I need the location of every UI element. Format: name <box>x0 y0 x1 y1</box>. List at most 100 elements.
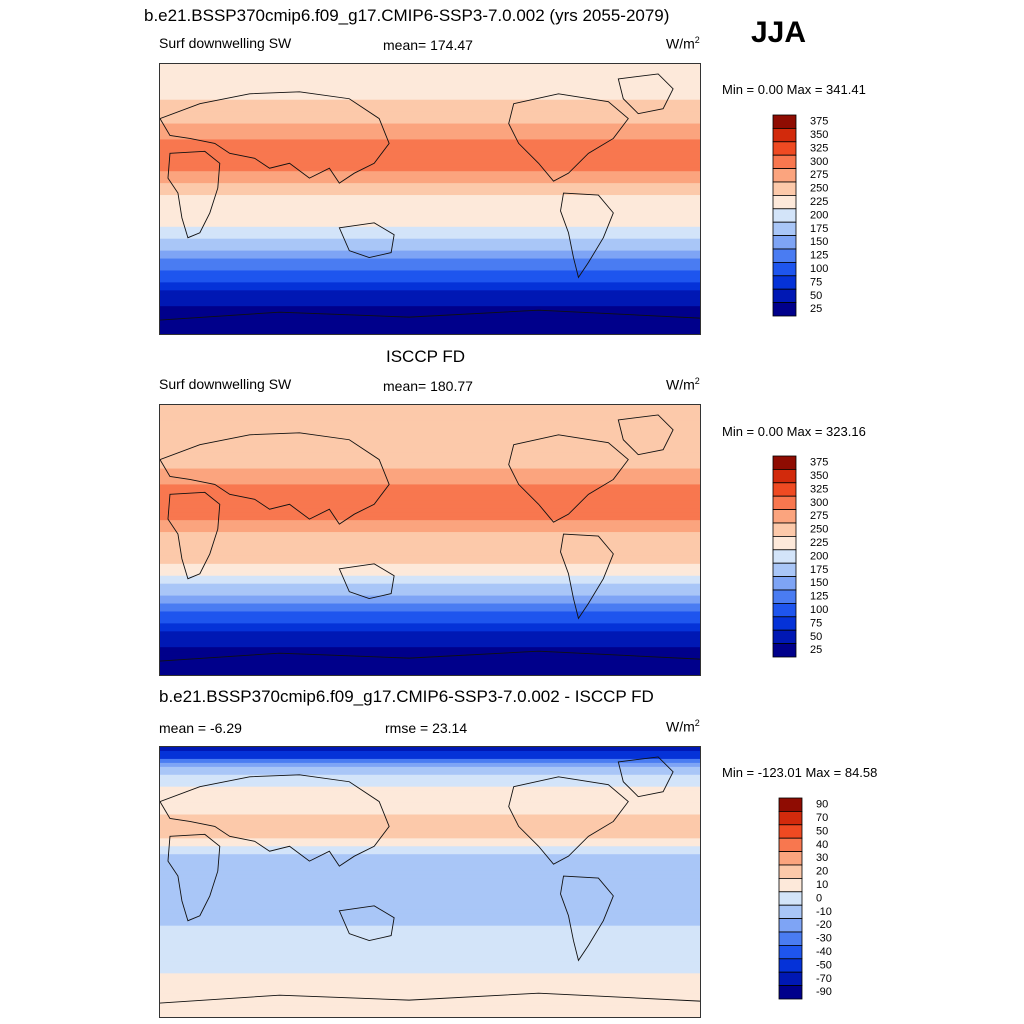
zonal-band <box>160 258 700 264</box>
zonal-band <box>160 814 700 820</box>
zonal-band <box>160 977 700 982</box>
zonal-band <box>160 440 700 446</box>
zonal-band <box>160 611 700 617</box>
zonal-band <box>160 949 700 955</box>
zonal-band <box>160 571 700 577</box>
zonal-band <box>160 822 700 828</box>
zonal-band <box>160 651 700 656</box>
colorbar-box <box>772 589 797 604</box>
zonal-band <box>160 889 700 895</box>
zonal-band <box>160 135 700 141</box>
colorbar-box <box>778 904 803 919</box>
zonal-band <box>160 234 700 240</box>
panel-1-variable-label: Surf downwelling SW <box>159 35 292 51</box>
colorbar-box <box>778 824 803 839</box>
colorbar-box <box>772 522 797 537</box>
zonal-band <box>160 619 700 624</box>
zonal-band <box>160 123 700 129</box>
zonal-band <box>160 274 700 280</box>
zonal-band <box>160 520 700 525</box>
zonal-band <box>160 874 700 879</box>
season-label: JJA <box>751 16 807 49</box>
colorbar-tick-label: 375 <box>810 457 828 469</box>
coastline <box>160 992 700 1004</box>
colorbar-box <box>772 455 797 470</box>
zonal-band <box>160 961 700 966</box>
zonal-band <box>160 460 700 466</box>
colorbar-box <box>778 944 803 960</box>
zonal-band <box>160 559 700 565</box>
coastline <box>160 650 700 662</box>
zonal-band <box>160 957 700 963</box>
colorbar-box <box>778 851 803 866</box>
zonal-band <box>160 802 700 808</box>
panel-2-variable-label: Surf downwelling SW <box>159 376 292 392</box>
zonal-band <box>160 870 700 875</box>
zonal-band <box>160 862 700 867</box>
zonal-band <box>160 508 700 513</box>
colorbar-tick-label: 225 <box>810 537 828 549</box>
colorbar-box <box>778 891 803 906</box>
coastline <box>167 833 221 922</box>
panel-2-map <box>159 404 701 676</box>
coastline <box>508 93 629 182</box>
colorbar-box <box>772 576 797 591</box>
colorbar-tick-label: -90 <box>816 986 832 998</box>
zonal-band <box>160 155 700 160</box>
zonal-band <box>160 290 700 295</box>
zonal-band <box>160 187 700 192</box>
zonal-band <box>160 878 700 883</box>
zonal-band <box>160 512 700 517</box>
colorbar-tick-label: 175 <box>810 564 828 576</box>
colorbar-tick-label: 175 <box>810 223 828 235</box>
zonal-band <box>160 750 700 756</box>
coastline <box>160 774 390 867</box>
colorbar-box <box>772 643 797 658</box>
zonal-band <box>160 536 700 541</box>
colorbar-tick-label: -40 <box>816 946 832 958</box>
coastline <box>508 776 629 865</box>
zonal-band <box>160 131 700 137</box>
panel-1-mean-label: mean= 174.47 <box>383 37 473 53</box>
colorbar-box <box>778 878 803 893</box>
coastline <box>560 192 614 279</box>
panel-3-map <box>159 746 701 1018</box>
zonal-band <box>160 298 700 303</box>
zonal-band <box>160 818 700 824</box>
panel-3-units: W/m2 <box>666 718 700 735</box>
colorbar-box <box>778 985 803 1000</box>
colorbar-tick-label: 225 <box>810 196 828 208</box>
zonal-band <box>160 472 700 478</box>
colorbar-tick-label: 200 <box>810 209 828 221</box>
zonal-band <box>160 758 700 764</box>
zonal-band <box>160 603 700 609</box>
zonal-band <box>160 127 700 133</box>
panel-2-minmax: Min = 0.00 Max = 323.16 <box>722 424 866 439</box>
colorbar-tick-label: 275 <box>810 510 828 522</box>
zonal-band <box>160 496 700 501</box>
zonal-band <box>160 770 700 776</box>
colorbar-tick-label: 20 <box>816 866 828 878</box>
zonal-band <box>160 583 700 589</box>
zonal-band <box>160 1009 700 1014</box>
zonal-band <box>160 492 700 497</box>
colorbar-tick-label: 10 <box>816 879 828 891</box>
colorbar-tick-label: 250 <box>810 524 828 536</box>
zonal-band <box>160 540 700 545</box>
coastline <box>508 434 629 523</box>
panel-1-map <box>159 63 701 335</box>
colorbar-box <box>772 482 797 497</box>
colorbar-box <box>772 509 797 524</box>
zonal-band <box>160 941 700 947</box>
zonal-band <box>160 119 700 125</box>
colorbar-box <box>772 208 797 223</box>
colorbar-box <box>772 629 797 644</box>
colorbar-tick-label: 150 <box>810 236 828 248</box>
zonal-band <box>160 99 700 105</box>
colorbar-tick-label: 75 <box>810 617 822 629</box>
zonal-band <box>160 175 700 180</box>
zonal-band <box>160 262 700 268</box>
zonal-band <box>160 866 700 871</box>
colorbar-box <box>772 127 797 143</box>
zonal-band <box>160 659 700 664</box>
